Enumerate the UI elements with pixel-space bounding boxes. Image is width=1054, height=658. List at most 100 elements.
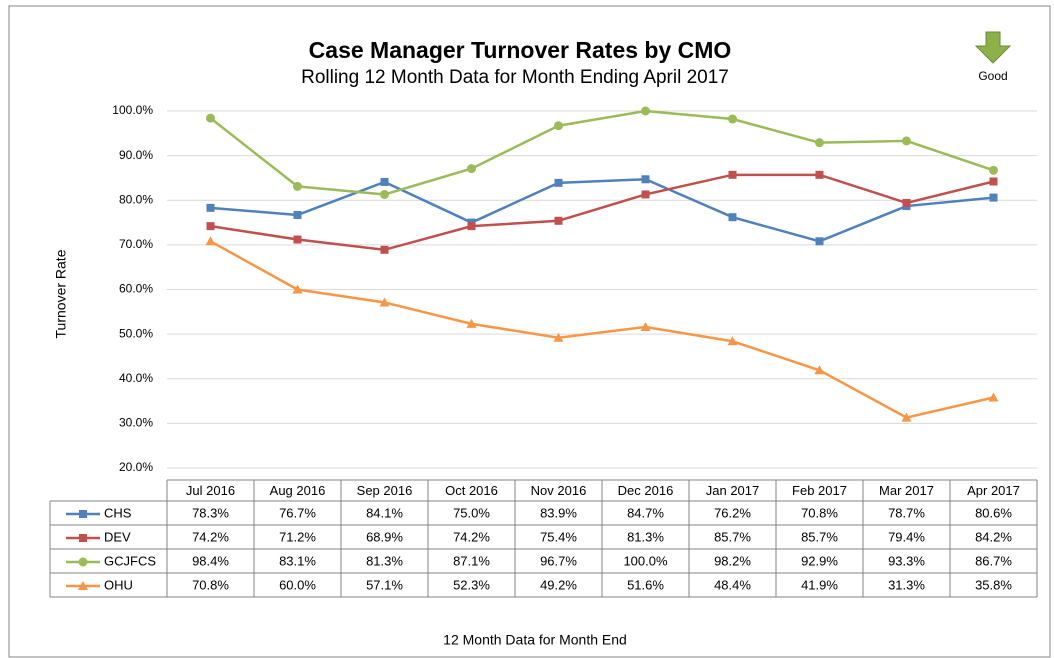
series-line <box>210 173 994 252</box>
marker <box>641 190 650 199</box>
table-value: 41.9% <box>801 577 838 592</box>
series-line <box>209 240 994 419</box>
marker <box>989 193 998 202</box>
table-value: 70.8% <box>192 577 229 592</box>
x-tick-label: Sep 2016 <box>357 483 413 498</box>
y-axis-label: Turnover Rate <box>53 249 69 338</box>
y-tick-label: 80.0% <box>119 192 153 206</box>
table-value: 75.4% <box>540 529 577 544</box>
marker <box>728 170 737 179</box>
y-tick-label: 40.0% <box>119 371 153 385</box>
marker <box>79 510 87 518</box>
table-value: 92.9% <box>801 553 838 568</box>
chart-title: Case Manager Turnover Rates by CMO <box>309 37 732 63</box>
table-value: 85.7% <box>714 529 751 544</box>
marker <box>727 336 738 346</box>
table-value: 80.6% <box>975 505 1012 520</box>
marker <box>814 365 825 375</box>
table-value: 51.6% <box>627 577 664 592</box>
marker <box>293 181 302 191</box>
y-tick-label: 30.0% <box>119 416 153 430</box>
x-tick-label: Oct 2016 <box>445 483 498 498</box>
marker <box>728 114 737 124</box>
x-tick-label: Jan 2017 <box>706 483 760 498</box>
chart-subtitle: Rolling 12 Month Data for Month Ending A… <box>301 67 729 88</box>
marker <box>553 332 564 342</box>
marker <box>728 213 737 222</box>
table-value: 84.1% <box>366 505 403 520</box>
table-value: 81.3% <box>627 529 664 544</box>
marker <box>205 236 216 246</box>
y-tick-label: 50.0% <box>119 326 153 340</box>
series-line <box>209 109 994 196</box>
x-tick-label: Mar 2017 <box>879 483 934 498</box>
y-tick-label: 20.0% <box>119 460 153 474</box>
y-tick-label: 70.0% <box>119 237 153 251</box>
marker <box>467 164 476 174</box>
table-value: 83.9% <box>540 505 577 520</box>
marker <box>554 216 563 225</box>
marker <box>293 235 302 244</box>
marker <box>815 237 824 246</box>
table-value: 81.3% <box>366 553 403 568</box>
x-tick-label: Nov 2016 <box>531 483 587 498</box>
marker <box>206 203 215 212</box>
table-value: 60.0% <box>279 577 316 592</box>
marker <box>989 177 998 186</box>
table-value: 87.1% <box>453 553 490 568</box>
table-value: 96.7% <box>540 553 577 568</box>
table-value: 76.7% <box>279 505 316 520</box>
marker <box>554 178 563 187</box>
table-value: 35.8% <box>975 577 1012 592</box>
legend-label: GCJFCS <box>104 553 156 568</box>
marker <box>78 581 88 590</box>
table-value: 100.0% <box>623 553 668 568</box>
table-value: 83.1% <box>279 553 316 568</box>
marker <box>901 412 912 422</box>
marker <box>989 165 998 175</box>
table-value: 93.3% <box>888 553 925 568</box>
marker <box>79 534 87 542</box>
marker <box>379 297 390 307</box>
table-value: 78.3% <box>192 505 229 520</box>
marker <box>292 284 303 294</box>
marker <box>293 210 302 219</box>
y-tick-label: 60.0% <box>119 282 153 296</box>
table-value: 70.8% <box>801 505 838 520</box>
legend-label: DEV <box>104 529 131 544</box>
marker <box>380 177 389 186</box>
marker <box>206 222 215 231</box>
marker <box>902 198 911 207</box>
marker <box>641 175 650 184</box>
marker <box>641 106 650 116</box>
table-value: 68.9% <box>366 529 403 544</box>
x-tick-label: Feb 2017 <box>792 483 847 498</box>
table-value: 84.2% <box>975 529 1012 544</box>
marker <box>988 392 999 402</box>
table-value: 74.2% <box>453 529 490 544</box>
table-value: 52.3% <box>453 577 490 592</box>
table-value: 98.2% <box>714 553 751 568</box>
table-value: 31.3% <box>888 577 925 592</box>
x-tick-label: Jul 2016 <box>186 483 235 498</box>
table-value: 85.7% <box>801 529 838 544</box>
table-value: 57.1% <box>366 577 403 592</box>
table-value: 49.2% <box>540 577 577 592</box>
table-value: 75.0% <box>453 505 490 520</box>
marker <box>380 189 389 199</box>
y-tick-label: 90.0% <box>119 148 153 162</box>
y-tick-label: 100.0% <box>112 103 153 117</box>
marker <box>554 121 563 131</box>
series-line <box>210 178 994 243</box>
table-value: 71.2% <box>279 529 316 544</box>
x-tick-label: Aug 2016 <box>270 483 326 498</box>
marker <box>78 557 88 567</box>
table-value: 98.4% <box>192 553 229 568</box>
marker <box>902 136 911 146</box>
legend-label: OHU <box>104 577 133 592</box>
marker <box>466 318 477 328</box>
annotation: Good <box>978 69 1007 83</box>
good-arrow <box>974 31 1012 64</box>
marker <box>815 138 824 148</box>
